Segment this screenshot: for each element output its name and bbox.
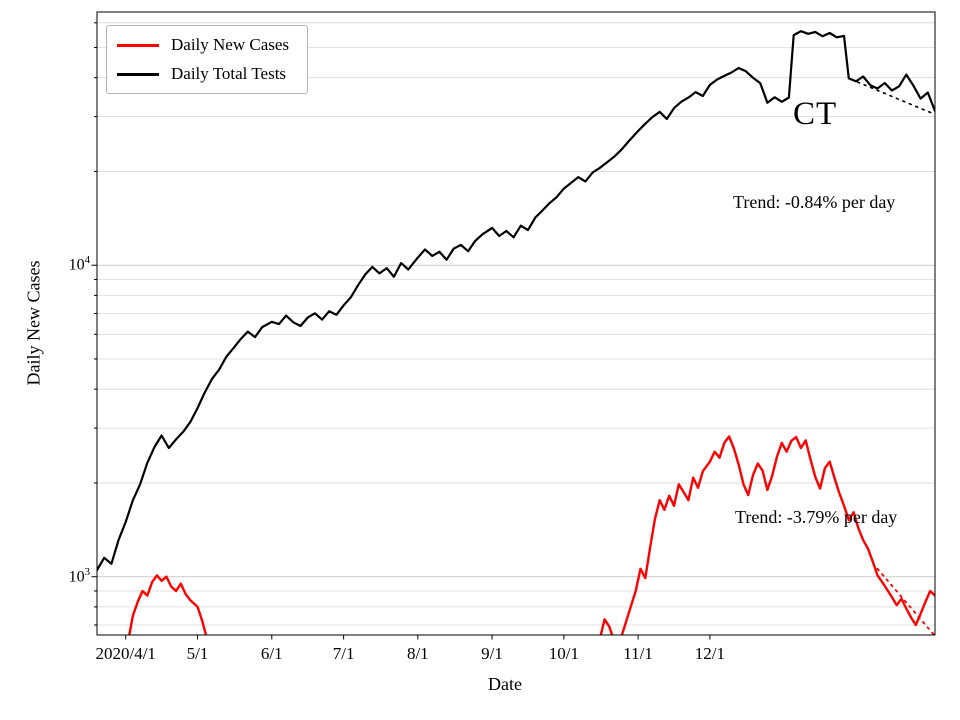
x-tick-label: 2020/4/1: [95, 644, 156, 663]
series-daily-new-cases: [620, 435, 935, 635]
y-tick-label: 103: [68, 565, 90, 586]
series-daily-total-tests: [97, 30, 935, 572]
legend: Daily New Cases Daily Total Tests: [106, 25, 309, 94]
data-series: [97, 30, 935, 635]
legend-label-daily-total-tests: Daily Total Tests: [171, 64, 287, 83]
axis-ticks: [91, 22, 711, 640]
tests-trend-fit: [850, 78, 935, 116]
x-tick-label: 6/1: [260, 644, 283, 663]
cases-trend-annotation: Trend: -3.79% per day: [735, 507, 898, 527]
cases-trend-fit: [876, 567, 935, 635]
x-tick-label: 7/1: [332, 644, 355, 663]
legend-label-daily-new-cases: Daily New Cases: [171, 35, 290, 54]
x-tick-label: 5/1: [186, 644, 209, 663]
x-axis-label: Date: [488, 674, 522, 694]
series-daily-new-cases: [599, 618, 614, 635]
tests-trend-annotation: Trend: -0.84% per day: [733, 192, 896, 212]
x-tick-label: 10/1: [548, 644, 579, 663]
trend-lines: [850, 78, 935, 635]
series-daily-new-cases: [128, 574, 208, 635]
plot-border: [96, 11, 936, 636]
x-tick-label: 9/1: [481, 644, 503, 663]
gridlines: [97, 22, 935, 626]
black-line-swatch: [117, 72, 159, 76]
y-tick-label: 104: [68, 254, 90, 274]
y-axis-label: Daily New Cases: [23, 260, 44, 386]
legend-item-daily-total-tests: Daily Total Tests: [117, 64, 289, 84]
x-tick-label: 8/1: [406, 644, 429, 663]
x-tick-label: 11/1: [623, 644, 653, 663]
red-line-swatch: [117, 43, 159, 47]
x-tick-label: 12/1: [694, 644, 726, 663]
state-annotation: CT: [793, 96, 838, 132]
legend-item-daily-new-cases: Daily New Cases: [117, 35, 289, 55]
